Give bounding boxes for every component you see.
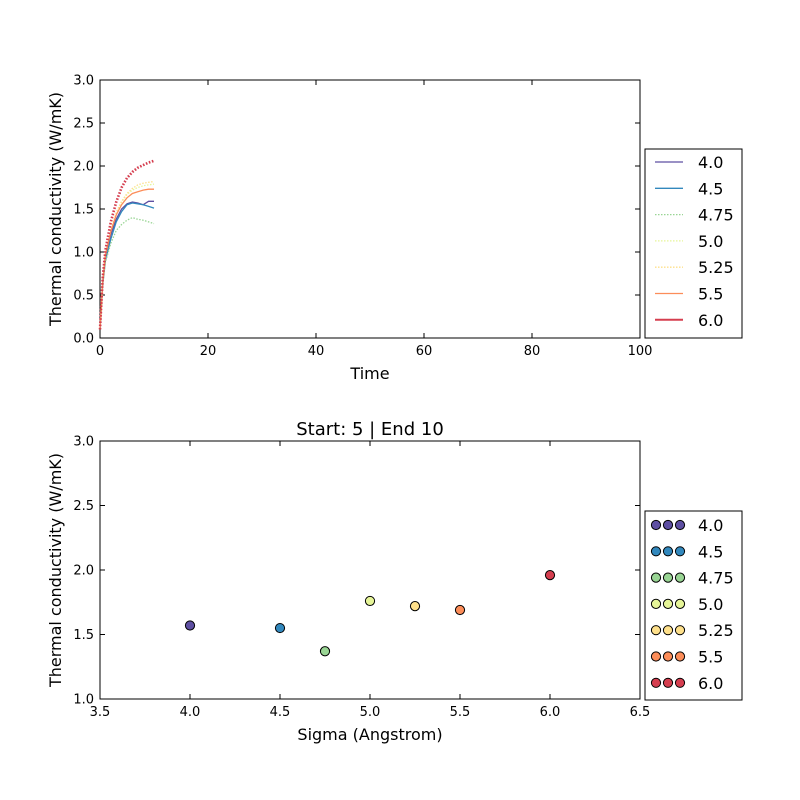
series-line-6.0 xyxy=(98,159,155,330)
scatter-point-4.0 xyxy=(184,620,196,631)
legend-marker-6.0 xyxy=(662,677,674,688)
bottom-plot-area xyxy=(99,440,641,700)
top-x-tick-label: 0 xyxy=(96,344,104,359)
top-x-axis-label: Time xyxy=(349,364,389,383)
legend-marker-6.0 xyxy=(650,677,662,688)
legend-marker-4.0 xyxy=(674,519,686,531)
top-x-tick-label: 80 xyxy=(524,344,541,359)
legend-label: 5.5 xyxy=(698,285,723,304)
top-y-tick-label: 1.0 xyxy=(73,246,94,261)
top-y-axis-label: Thermal conductivity (W/mK) xyxy=(46,92,65,327)
scatter-point-4.75 xyxy=(319,646,331,657)
legend-label: 5.25 xyxy=(698,621,734,640)
top-y-tick-label: 2.0 xyxy=(73,160,94,175)
legend-marker-5.5 xyxy=(674,651,686,662)
legend-marker-5.5 xyxy=(662,651,674,662)
legend-label: 5.5 xyxy=(698,648,723,667)
legend-marker-4.5 xyxy=(674,546,686,557)
top-ticks: 0 20 40 60 80 100 0.0 0.5 1.0 1.5 2.0 2.5 3.0 xyxy=(73,74,652,360)
bottom-x-tick-label: 3.5 xyxy=(90,705,111,720)
series-line-5.5 xyxy=(99,188,154,330)
legend-marker-5.25 xyxy=(674,625,686,636)
top-y-tick-label: 2.5 xyxy=(73,117,94,132)
legend-label: 5.0 xyxy=(698,232,723,251)
bottom-x-tick-label: 6.5 xyxy=(630,705,651,720)
scatter-point-5.0 xyxy=(364,595,376,607)
legend-marker-6.0 xyxy=(674,677,686,688)
legend-label: 4.75 xyxy=(698,569,734,588)
legend-label: 5.0 xyxy=(698,595,723,614)
bottom-y-tick-label: 1.0 xyxy=(73,693,94,708)
legend-label: 4.5 xyxy=(698,542,723,561)
bottom-y-tick-label: 1.5 xyxy=(73,628,94,643)
bottom-x-tick-label: 6.0 xyxy=(540,705,561,720)
scatter-point-4.5 xyxy=(274,622,286,634)
bottom-legend: 4.0 4.5 4.75 5.0 5.25 5.5 6.0 xyxy=(644,510,743,701)
legend-label: 4.75 xyxy=(698,206,734,225)
bottom-x-tick-label: 4.0 xyxy=(180,705,201,720)
legend-marker-5.0 xyxy=(662,598,674,610)
legend-marker-5.25 xyxy=(650,625,662,636)
legend-marker-4.75 xyxy=(650,572,662,583)
top-y-tick-label: 0.0 xyxy=(73,332,94,347)
top-plot-area xyxy=(99,79,641,339)
bottom-x-tick-label: 5.0 xyxy=(360,705,381,720)
legend-marker-4.75 xyxy=(674,572,686,583)
top-y-tick-label: 1.5 xyxy=(73,203,94,218)
top-x-tick-label: 100 xyxy=(628,344,653,359)
legend-marker-5.0 xyxy=(674,598,686,610)
bottom-y-tick-label: 2.5 xyxy=(73,499,94,514)
top-x-tick-label: 20 xyxy=(200,344,217,359)
top-y-tick-label: 3.0 xyxy=(73,74,94,89)
top-legend-box xyxy=(644,148,743,339)
legend-label: 5.25 xyxy=(698,258,734,277)
bottom-chart-title: Start: 5 | End 10 xyxy=(296,419,444,440)
legend-marker-4.0 xyxy=(662,519,674,531)
legend-marker-4.75 xyxy=(662,572,674,583)
top-series-lines xyxy=(98,159,155,330)
legend-label: 4.0 xyxy=(698,153,723,172)
legend-label: 6.0 xyxy=(698,674,723,693)
bottom-ticks: 3.5 4.0 4.5 5.0 5.5 6.0 6.5 1.0 1.5 2.0 2.5 3.0 xyxy=(73,435,650,721)
legend-marker-4.0 xyxy=(650,519,662,531)
legend-marker-4.5 xyxy=(662,546,674,557)
bottom-legend-box xyxy=(644,510,743,701)
scatter-point-6.0 xyxy=(544,570,556,581)
top-legend: 4.0 4.5 4.75 5.0 5.25 5.5 6.0 xyxy=(644,148,743,339)
bottom-scatter-points xyxy=(184,570,556,657)
top-x-tick-label: 40 xyxy=(308,344,325,359)
bottom-y-tick-label: 2.0 xyxy=(73,564,94,579)
legend-marker-5.25 xyxy=(662,625,674,636)
legend-marker-4.5 xyxy=(650,546,662,557)
legend-label: 4.0 xyxy=(698,516,723,535)
bottom-y-tick-label: 3.0 xyxy=(73,435,94,450)
legend-marker-5.0 xyxy=(650,598,662,610)
bottom-x-tick-label: 4.5 xyxy=(270,705,291,720)
legend-marker-5.5 xyxy=(650,651,662,662)
sigma-scatter-chart: Start: 5 | End 10 3.5 4.0 4.5 5.0 5.5 6.0 6.5 1… xyxy=(46,419,743,744)
top-x-tick-label: 60 xyxy=(416,344,433,359)
bottom-x-tick-label: 5.5 xyxy=(450,705,471,720)
series-line-5.25 xyxy=(99,180,155,330)
legend-label: 6.0 xyxy=(698,311,723,330)
bottom-y-axis-label: Thermal conductivity (W/mK) xyxy=(46,453,65,688)
scatter-point-5.5 xyxy=(454,604,466,616)
scatter-point-5.25 xyxy=(409,601,421,612)
top-y-tick-label: 0.5 xyxy=(73,289,94,304)
legend-label: 4.5 xyxy=(698,179,723,198)
time-series-chart: 0 20 40 60 80 100 0.0 0.5 1.0 1.5 2.0 2.5 3.0 Time T… xyxy=(46,74,743,383)
bottom-x-axis-label: Sigma (Angstrom) xyxy=(297,725,442,744)
